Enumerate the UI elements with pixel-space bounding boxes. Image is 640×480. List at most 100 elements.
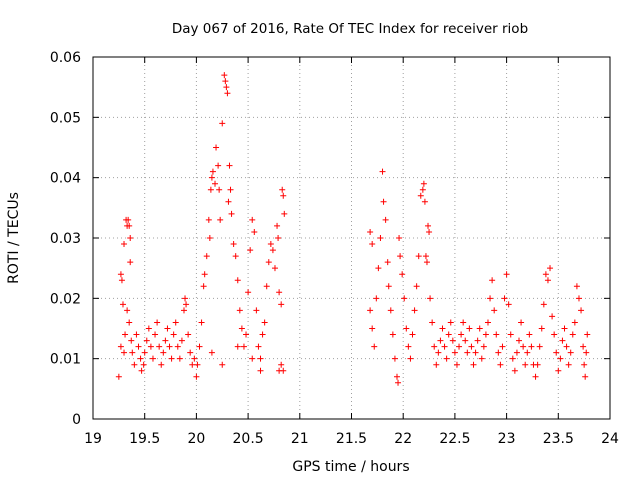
data-point xyxy=(117,343,124,350)
data-point xyxy=(249,355,256,362)
data-point xyxy=(156,343,163,350)
data-point xyxy=(409,331,416,338)
data-point xyxy=(468,343,475,350)
data-point xyxy=(170,331,177,338)
axis-ticks xyxy=(92,56,611,420)
data-point xyxy=(128,337,135,344)
data-point xyxy=(421,198,428,205)
data-point xyxy=(174,343,181,350)
data-point xyxy=(280,192,287,199)
data-point xyxy=(219,120,226,127)
data-point xyxy=(429,319,436,326)
x-tick-label: 20 xyxy=(187,431,205,447)
data-point xyxy=(536,343,543,350)
data-point xyxy=(526,331,533,338)
data-point xyxy=(133,331,140,338)
data-point xyxy=(189,361,196,368)
data-point xyxy=(405,343,412,350)
data-point xyxy=(274,222,281,229)
data-point xyxy=(118,277,125,284)
data-point xyxy=(497,361,504,368)
data-point xyxy=(474,337,481,344)
data-point xyxy=(201,271,208,278)
data-point xyxy=(460,319,467,326)
data-point xyxy=(278,301,285,308)
data-point xyxy=(221,72,228,79)
x-tick-label: 21.5 xyxy=(336,431,367,447)
data-point xyxy=(280,367,287,374)
data-point xyxy=(489,277,496,284)
data-point xyxy=(458,331,465,338)
plot-frame xyxy=(92,56,611,420)
data-point xyxy=(391,355,398,362)
data-point xyxy=(158,361,165,368)
data-point xyxy=(571,319,578,326)
data-point xyxy=(127,235,134,241)
data-point xyxy=(578,307,585,314)
data-point xyxy=(131,361,138,368)
data-point xyxy=(149,355,156,362)
data-point xyxy=(168,355,175,362)
data-point xyxy=(524,349,531,356)
data-point xyxy=(413,283,420,290)
data-point xyxy=(495,349,502,356)
data-point xyxy=(484,319,491,326)
data-point xyxy=(431,343,438,350)
data-point xyxy=(182,295,189,302)
data-point xyxy=(375,265,382,272)
data-point xyxy=(437,337,444,344)
y-tick-label: 0.01 xyxy=(50,352,81,368)
data-point xyxy=(255,343,262,350)
x-tick-label: 23 xyxy=(498,431,516,447)
data-point xyxy=(396,235,403,241)
data-point xyxy=(194,361,201,368)
data-point xyxy=(125,216,132,223)
data-point xyxy=(487,295,494,302)
data-point xyxy=(420,180,427,187)
y-tick-label: 0.06 xyxy=(50,50,81,66)
data-point xyxy=(581,361,588,368)
data-point xyxy=(369,325,376,332)
y-tick-label: 0.03 xyxy=(50,231,81,247)
data-point xyxy=(154,319,161,326)
data-point xyxy=(505,301,512,308)
data-point xyxy=(580,343,587,350)
data-point xyxy=(466,325,473,332)
y-tick-label: 0.04 xyxy=(50,171,81,187)
y-tick-label: 0 xyxy=(72,412,81,428)
data-point xyxy=(470,361,477,368)
data-point xyxy=(227,186,234,193)
y-tick-labels: 0 0.01 0.02 0.03 0.04 0.05 0.06 xyxy=(50,50,81,428)
data-point xyxy=(549,313,556,320)
data-point xyxy=(542,271,549,278)
data-point xyxy=(198,319,205,326)
data-point xyxy=(387,307,394,314)
data-point xyxy=(547,265,554,272)
data-point xyxy=(528,343,535,350)
data-point xyxy=(228,210,235,217)
data-point xyxy=(143,337,150,344)
data-point xyxy=(407,355,414,362)
data-point xyxy=(493,331,500,338)
data-point xyxy=(185,331,192,338)
data-point xyxy=(507,331,514,338)
data-point xyxy=(240,343,247,350)
data-point xyxy=(164,325,171,332)
data-point xyxy=(234,277,241,284)
data-point xyxy=(137,355,144,362)
y-axis-label: ROTI / TECUs xyxy=(6,192,22,284)
x-tick-labels: 19 19.5 20 20.5 21 21.5 22 22.5 23 23.5 24 xyxy=(84,431,619,447)
y-tick-label: 0.02 xyxy=(50,291,81,307)
data-point xyxy=(419,186,426,193)
data-point xyxy=(451,349,458,356)
x-tick-label: 22 xyxy=(394,431,412,447)
data-point xyxy=(126,222,133,229)
data-point xyxy=(573,283,580,290)
data-point xyxy=(172,319,179,326)
x-axis-label: GPS time / hours xyxy=(292,459,409,475)
data-point xyxy=(491,307,498,314)
data-point xyxy=(126,319,133,326)
data-point xyxy=(152,331,159,338)
data-point xyxy=(575,295,582,302)
